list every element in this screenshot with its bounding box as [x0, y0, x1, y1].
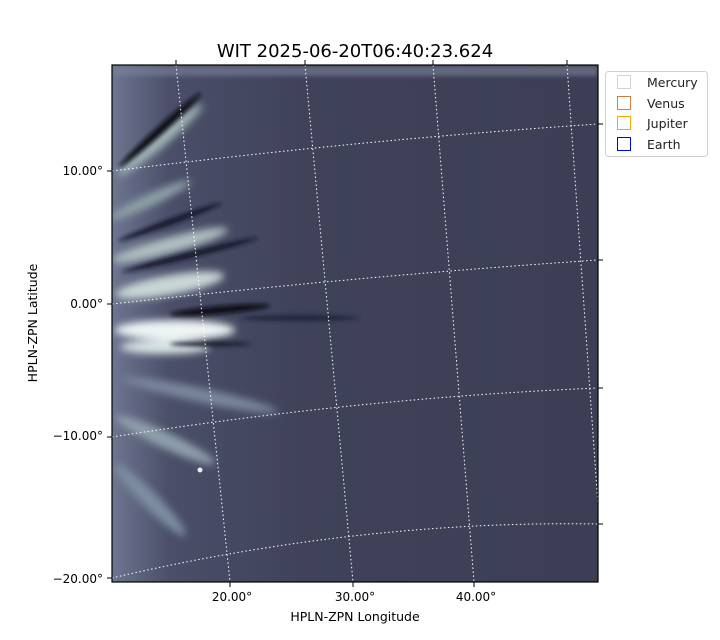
legend-label: Venus	[647, 96, 685, 111]
y-tick-label: 10.00°	[63, 164, 103, 178]
solar-image	[112, 65, 598, 582]
legend-item-jupiter: Jupiter	[617, 116, 689, 131]
ticks	[107, 60, 603, 587]
legend: Mercury Venus Jupiter Earth	[605, 71, 708, 157]
x-tick-label: 40.00°	[456, 590, 496, 604]
plot-frame	[111, 64, 599, 583]
y-tick-label: −20.00°	[53, 572, 103, 586]
legend-item-mercury: Mercury	[617, 75, 698, 90]
legend-label: Earth	[647, 137, 681, 152]
chart-title: WIT 2025-06-20T06:40:23.624	[217, 41, 493, 62]
x-tick-label: 30.00°	[335, 590, 375, 604]
y-axis-label: HPLN-ZPN Latitude	[25, 263, 40, 382]
legend-label: Mercury	[647, 75, 698, 90]
legend-item-venus: Venus	[617, 96, 685, 111]
x-axis-label: HPLN-ZPN Longitude	[290, 609, 420, 624]
x-tick-label: 20.00°	[212, 590, 252, 604]
y-tick-label: 0.00°	[70, 297, 103, 311]
legend-item-earth: Earth	[617, 137, 681, 152]
y-tick-label: −10.00°	[53, 429, 103, 443]
grid-lines	[112, 65, 598, 582]
legend-label: Jupiter	[646, 116, 689, 131]
